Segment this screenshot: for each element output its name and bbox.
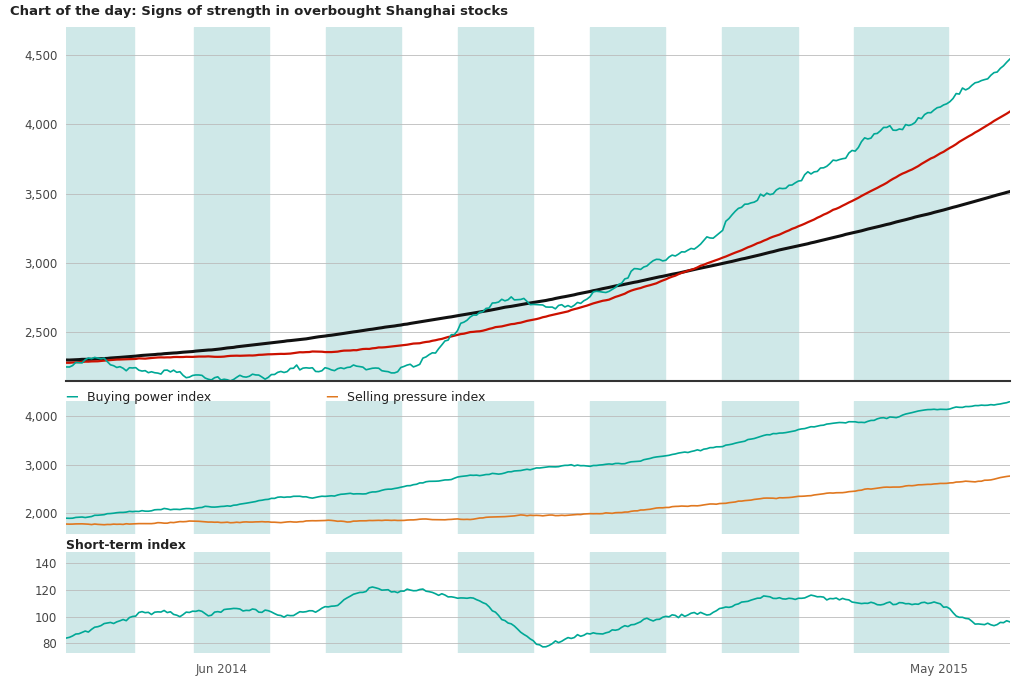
Bar (66, 552, 135, 653)
Bar (853, 401, 948, 534)
Text: Buying power index: Buying power index (87, 391, 211, 405)
Bar (589, 401, 664, 534)
Bar (325, 552, 400, 653)
Text: ─: ─ (326, 389, 337, 407)
Bar (589, 552, 664, 653)
Bar (589, 27, 664, 381)
Bar (66, 401, 135, 534)
Bar (458, 27, 533, 381)
Bar (194, 27, 269, 381)
Text: ─: ─ (66, 389, 77, 407)
Text: Chart of the day: Signs of strength in overbought Shanghai stocks: Chart of the day: Signs of strength in o… (10, 5, 507, 18)
Bar (853, 552, 948, 653)
Bar (721, 401, 797, 534)
Bar (458, 401, 533, 534)
Bar (721, 552, 797, 653)
Bar (853, 27, 948, 381)
Bar (325, 401, 400, 534)
Bar (66, 27, 135, 381)
Bar (194, 552, 269, 653)
Bar (194, 401, 269, 534)
Text: Selling pressure index: Selling pressure index (346, 391, 485, 405)
Text: Short-term index: Short-term index (66, 539, 186, 551)
Bar (325, 27, 400, 381)
Bar (721, 27, 797, 381)
Bar (458, 552, 533, 653)
